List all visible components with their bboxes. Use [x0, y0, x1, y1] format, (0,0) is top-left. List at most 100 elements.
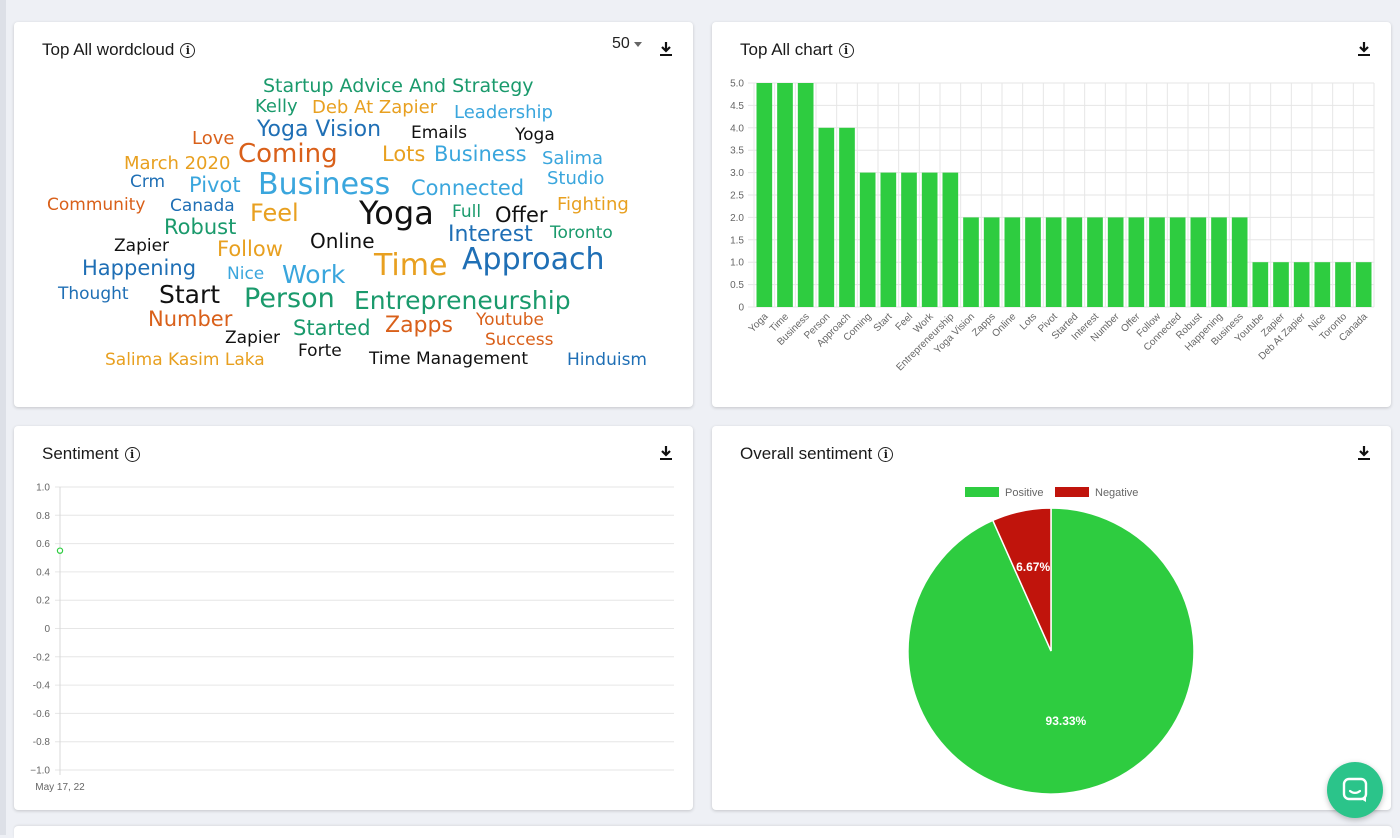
- bar[interactable]: [1314, 262, 1331, 307]
- download-icon[interactable]: [658, 444, 674, 462]
- bar[interactable]: [818, 127, 835, 307]
- wordcloud-word: Business: [258, 167, 391, 202]
- info-icon[interactable]: i: [180, 42, 196, 58]
- wordcloud-word: Coming: [238, 139, 338, 169]
- next-card-edge: [14, 826, 1392, 838]
- info-icon[interactable]: i: [124, 446, 140, 462]
- wordcloud-word: Happening: [82, 256, 197, 280]
- y-tick-label: -0.8: [33, 737, 51, 748]
- wordcloud-word: Zapps: [385, 313, 453, 338]
- wordcloud-word: Salima: [542, 148, 604, 169]
- y-tick-label: 2.0: [730, 213, 744, 224]
- download-icon[interactable]: [658, 40, 674, 58]
- x-tick-label: May 17, 22: [35, 782, 85, 793]
- bar[interactable]: [1128, 217, 1145, 307]
- bar[interactable]: [1190, 217, 1207, 307]
- bar[interactable]: [1293, 262, 1310, 307]
- wordcloud-word: Lots: [382, 142, 426, 166]
- wordcloud-word: Yoga: [359, 194, 434, 232]
- bar[interactable]: [1273, 262, 1289, 307]
- bar[interactable]: [963, 217, 979, 307]
- legend-swatch: [1055, 487, 1089, 497]
- chat-launcher-button[interactable]: [1327, 762, 1383, 818]
- bar[interactable]: [1149, 217, 1165, 307]
- y-tick-label: 5.0: [730, 79, 744, 90]
- bar[interactable]: [942, 172, 959, 307]
- info-icon[interactable]: i: [878, 446, 894, 462]
- bar[interactable]: [1211, 217, 1227, 307]
- wordcloud-word: Success: [485, 330, 554, 350]
- bar[interactable]: [777, 83, 793, 307]
- wordcloud-word: Business: [434, 142, 527, 166]
- x-tick-label: Online: [990, 311, 1019, 340]
- sentiment-card: Sentiment i 1.0 0.8 0.6 0.4 0.2 0 -0.2 -0.4 -0.6…: [14, 426, 693, 810]
- bar[interactable]: [1252, 262, 1269, 307]
- bar[interactable]: [1025, 217, 1041, 307]
- download-icon[interactable]: [1356, 444, 1372, 462]
- y-tick-label: 0.8: [36, 511, 50, 522]
- wordcloud-word: Studio: [547, 168, 605, 189]
- bar[interactable]: [1045, 217, 1062, 307]
- bar[interactable]: [1066, 217, 1083, 307]
- wordcloud-word: Crm: [130, 172, 166, 192]
- wordcloud-word: Love: [192, 128, 235, 149]
- overall-sentiment-pie: Positive Negative 93.33% 6.67%: [907, 487, 1195, 795]
- wordcloud-word: Emails: [411, 123, 468, 143]
- bar[interactable]: [1087, 217, 1103, 307]
- bar[interactable]: [859, 172, 876, 307]
- wordcloud-word: Time Management: [369, 349, 528, 369]
- wordcloud-word: Follow: [217, 237, 283, 261]
- wordcloud-word: Robust: [164, 215, 237, 239]
- bar[interactable]: [983, 217, 1000, 307]
- wordcloud-word: Entrepreneurship: [354, 286, 571, 315]
- wordcloud-word: Offer: [495, 203, 548, 227]
- word-count-select[interactable]: 50: [612, 35, 642, 53]
- pie-slice[interactable]: [991, 507, 1052, 652]
- wordcloud-word: Forte: [298, 341, 342, 361]
- sentiment-card-header: Sentiment i: [42, 444, 140, 464]
- y-tick-label: -0.2: [33, 652, 51, 663]
- bar[interactable]: [1335, 262, 1351, 307]
- info-icon[interactable]: i: [838, 42, 854, 58]
- bar[interactable]: [880, 172, 897, 307]
- y-tick-label: 0.4: [36, 567, 50, 578]
- x-tick-label: Lots: [1018, 311, 1039, 332]
- overall-sentiment-card: Overall sentiment i Positive Negative 93.3…: [712, 426, 1391, 810]
- bar[interactable]: [756, 83, 773, 307]
- bar[interactable]: [901, 172, 917, 307]
- wordcloud-word: Interest: [448, 222, 533, 247]
- data-point[interactable]: [56, 547, 64, 554]
- y-tick-label: -0.6: [33, 709, 51, 720]
- wordcloud-card: Top All wordcloud i 50 Startup Advice An…: [14, 22, 693, 407]
- y-tick-label: 1.0: [36, 483, 50, 494]
- y-tick-label: 0: [44, 624, 50, 635]
- y-tick-label: 0: [738, 303, 744, 314]
- y-tick-label: 2.5: [730, 191, 744, 202]
- wordcloud-word: Kelly: [255, 96, 298, 117]
- y-tick-label: 0.2: [36, 596, 50, 607]
- word-count-value: 50: [612, 35, 630, 52]
- bar[interactable]: [921, 172, 938, 307]
- legend-label: Positive: [1005, 487, 1044, 499]
- y-tick-label: 4.0: [730, 123, 744, 134]
- bar[interactable]: [797, 83, 814, 307]
- y-tick-label: 0.5: [730, 280, 744, 291]
- y-tick-label: −1.0: [30, 766, 50, 777]
- wordcloud-word: Started: [293, 316, 371, 340]
- y-tick-label: 1.0: [730, 258, 744, 269]
- x-tick-label: Start: [872, 311, 895, 334]
- bar[interactable]: [1355, 262, 1372, 307]
- wordcloud-title: Top All wordcloud: [42, 40, 175, 59]
- bar[interactable]: [1169, 217, 1186, 307]
- bar[interactable]: [1231, 217, 1248, 307]
- bar[interactable]: [1004, 217, 1021, 307]
- wordcloud-word: Startup Advice And Strategy: [263, 75, 534, 97]
- wordcloud-word: Thought: [58, 284, 129, 304]
- wordcloud-word: Work: [282, 260, 346, 289]
- download-icon[interactable]: [1356, 40, 1372, 58]
- bar[interactable]: [839, 127, 855, 307]
- wordcloud-word: Online: [310, 229, 375, 253]
- y-tick-label: 4.5: [730, 101, 744, 112]
- bar[interactable]: [1107, 217, 1124, 307]
- wordcloud-word: Time: [374, 248, 448, 283]
